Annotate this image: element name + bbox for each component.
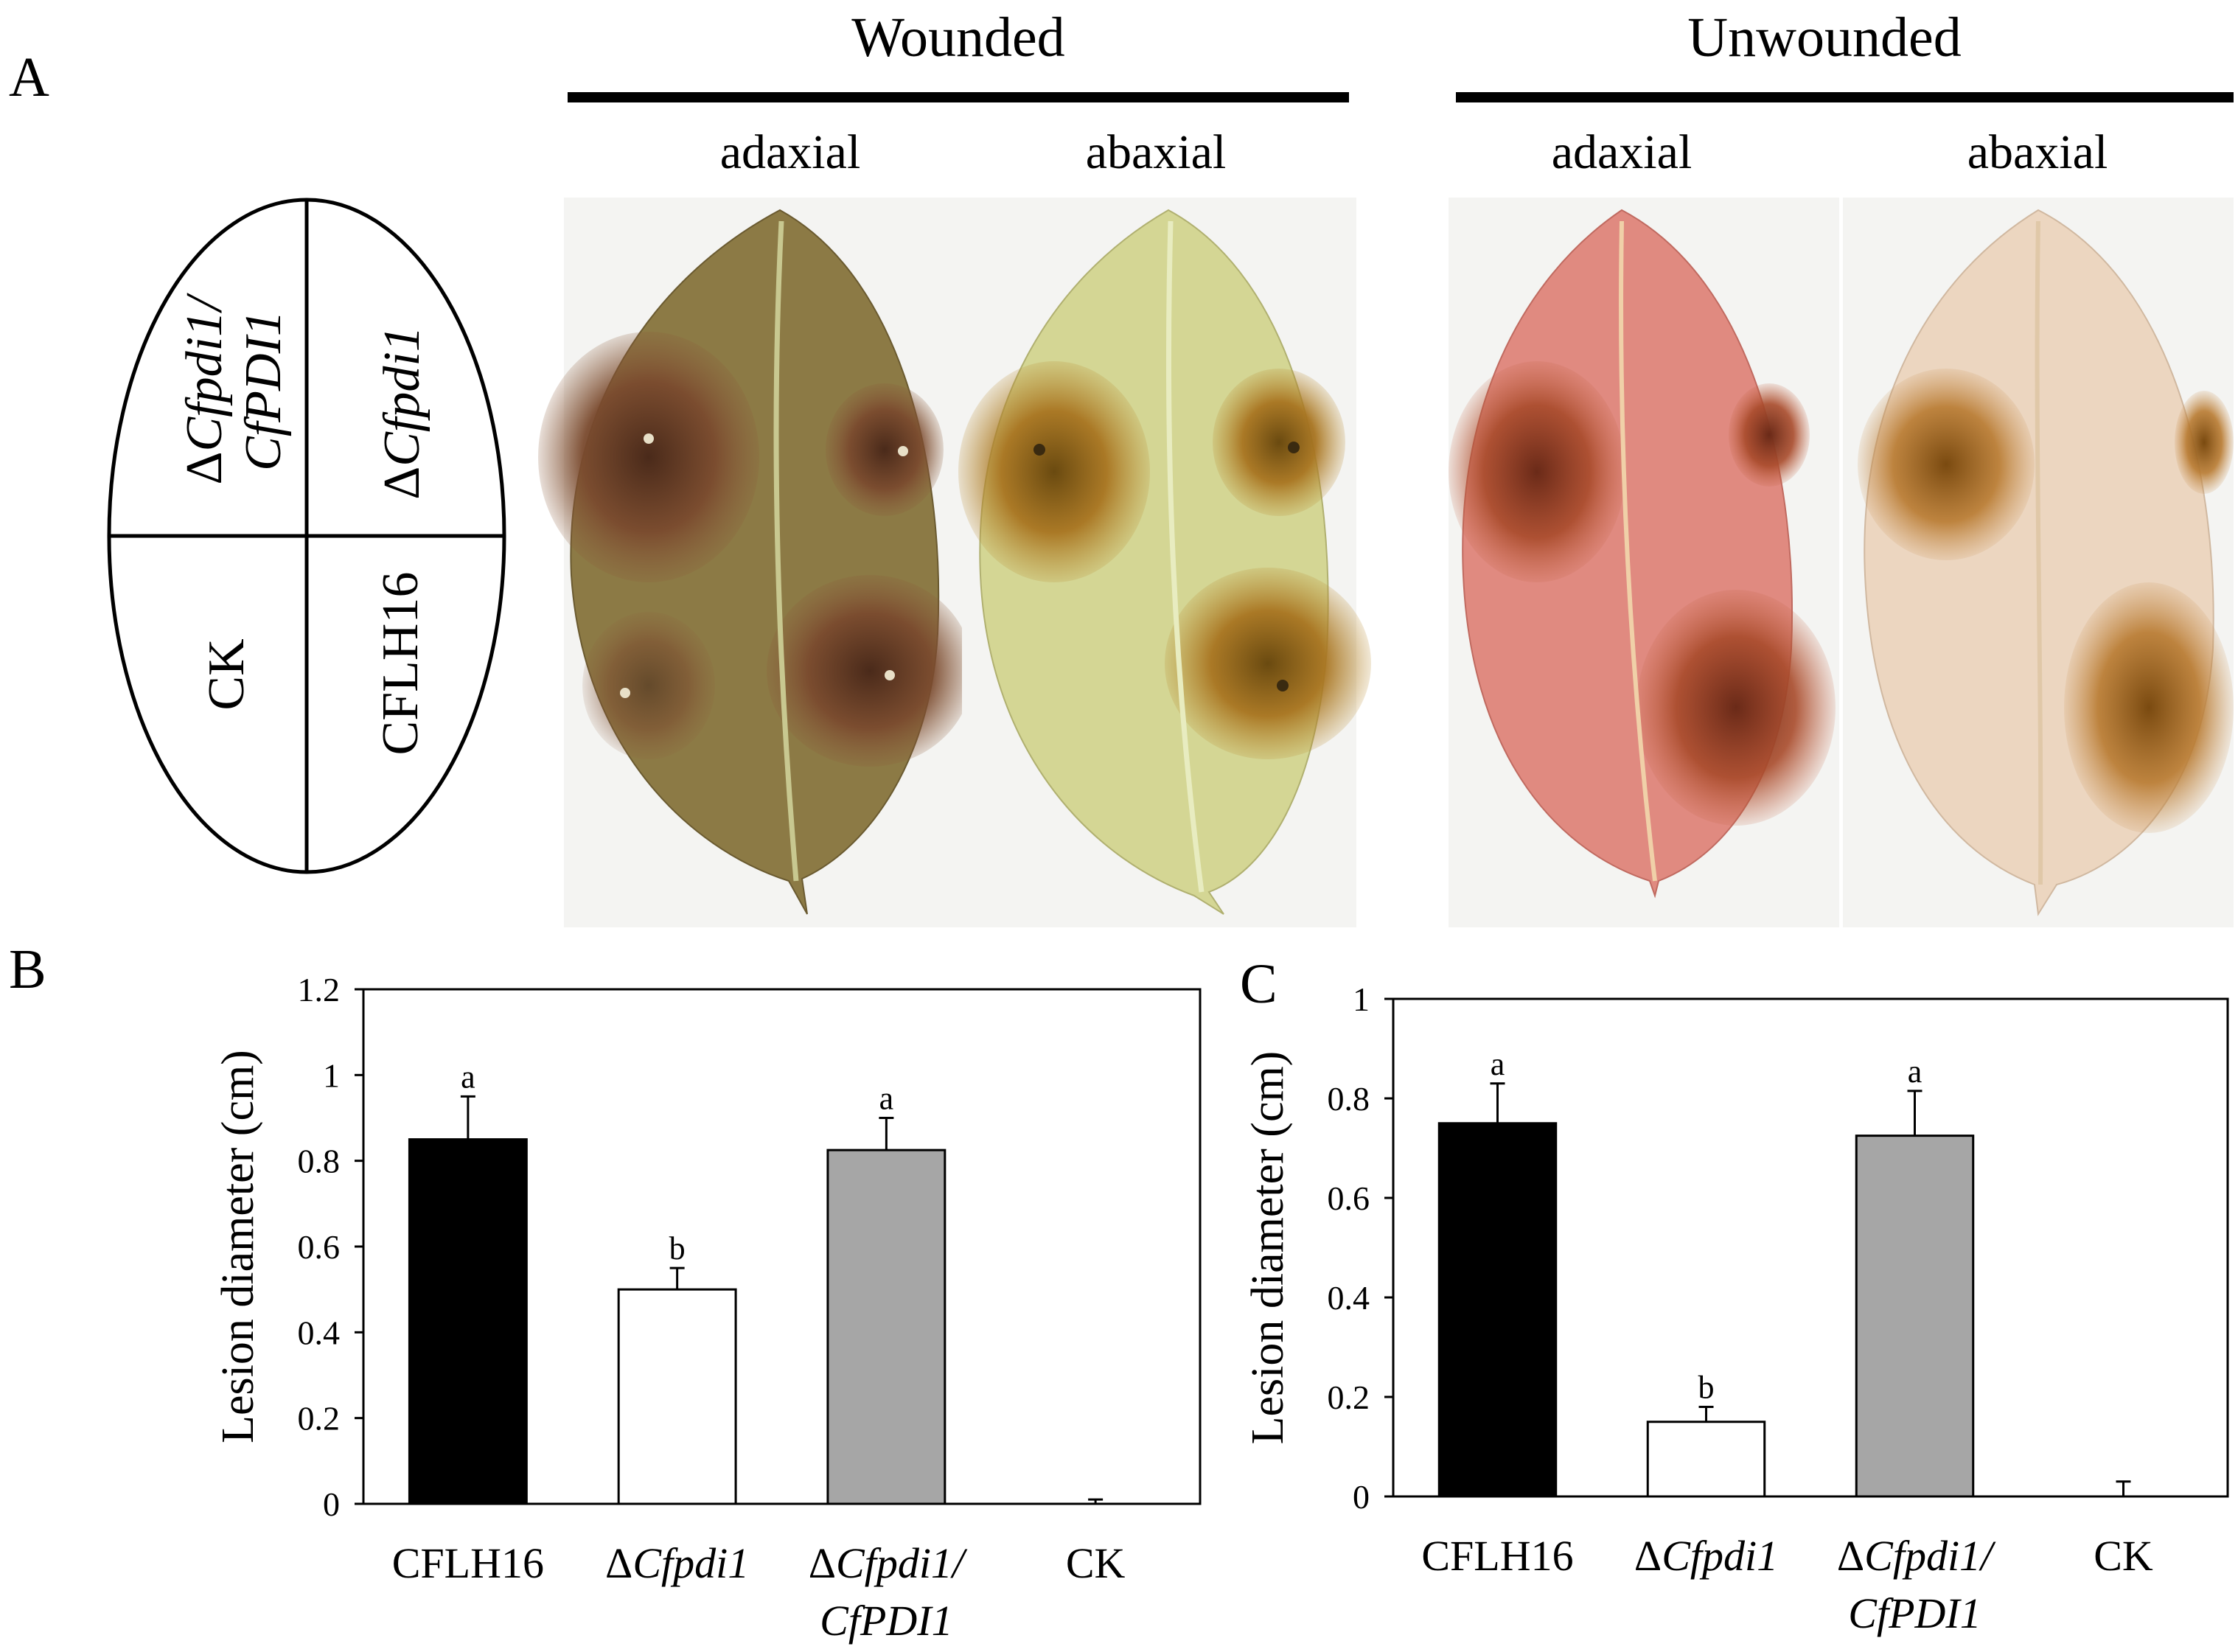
y-axis-label: Lesion diameter (cm) xyxy=(1243,1051,1293,1445)
category-label: CK xyxy=(2094,1532,2153,1580)
header-unwounded: Unwounded xyxy=(1687,7,1962,69)
label-unwounded-abaxial: abaxial xyxy=(1967,125,2108,179)
bar xyxy=(1646,1421,1766,1498)
y-tick-label: 1 xyxy=(323,1056,340,1094)
bar xyxy=(408,1138,528,1505)
plot-frame xyxy=(362,988,1202,1505)
category-label: ΔCfpdi1/ xyxy=(1837,1532,1996,1580)
bar xyxy=(1437,1122,1558,1498)
category-label: CK xyxy=(1066,1539,1126,1587)
label-wounded-abaxial: abaxial xyxy=(1086,125,1227,179)
chart-c: 0 0.2 0.4 0.6 0.8 1 a CFLH16 b ΔCfpdi1 a ΔCfpdi1/Cf… xyxy=(1243,980,2229,1637)
category-label: ΔCfpdi1 xyxy=(1634,1532,1778,1580)
y-tick-label: 0.6 xyxy=(1328,1179,1370,1217)
y-tick-label: 0 xyxy=(1353,1478,1370,1516)
y-tick-label: 0.4 xyxy=(1328,1279,1370,1317)
bar xyxy=(1855,1135,1975,1498)
bar xyxy=(826,1149,947,1505)
y-tick-label: 0.4 xyxy=(298,1314,341,1351)
leaf-photo-unwounded-adaxial xyxy=(1449,198,1839,927)
panel-label-a: A xyxy=(9,46,49,108)
category-label: ΔCfpdi1 xyxy=(605,1539,749,1587)
panel-label-b: B xyxy=(9,938,46,1000)
significance-letter: b xyxy=(1698,1370,1715,1406)
category-label: CFLH16 xyxy=(1421,1532,1573,1580)
category-label-line2: CfPDI1 xyxy=(1848,1589,1981,1637)
header-wounded: Wounded xyxy=(851,7,1064,69)
y-tick-label: 0.8 xyxy=(1328,1080,1370,1118)
significance-letter: a xyxy=(461,1059,475,1095)
category-label: CFLH16 xyxy=(392,1539,544,1587)
y-tick-label: 0.2 xyxy=(298,1400,341,1437)
significance-letter: b xyxy=(669,1230,686,1266)
label-unwounded-adaxial: adaxial xyxy=(1552,125,1693,179)
leaf-photo-wounded-abaxial xyxy=(958,198,1371,927)
y-axis-label: Lesion diameter (cm) xyxy=(213,1050,263,1443)
schematic-label-wt: CFLH16 xyxy=(372,572,429,756)
schematic-label-ck: CK xyxy=(198,638,255,710)
y-tick-label: 0.8 xyxy=(298,1143,341,1180)
significance-letter: a xyxy=(879,1081,894,1117)
chart-b: 0 0.2 0.4 0.6 0.8 1 1.2 a CFLH16 b ΔCfpdi1 a ΔCfpdi1… xyxy=(213,971,1202,1645)
y-tick-label: 1 xyxy=(1353,980,1370,1018)
plot-frame xyxy=(1392,997,2229,1498)
schematic-label-complement-line2: CfPDI1 xyxy=(235,310,292,471)
inoculation-schematic: ΔCfpdi1/ CfPDI1 ΔCfpdi1 CK CFLH16 xyxy=(107,198,506,874)
significance-letter: a xyxy=(1491,1046,1505,1082)
schematic-label-complement: ΔCfpdi1/ xyxy=(176,293,233,485)
category-label-line2: CfPDI1 xyxy=(820,1597,952,1645)
y-tick-label: 0.6 xyxy=(298,1228,341,1266)
y-tick-label: 0.2 xyxy=(1328,1379,1370,1416)
schematic-label-mutant: ΔCfpdi1 xyxy=(374,326,430,500)
significance-letter: a xyxy=(1908,1053,1922,1090)
leaf-photo-unwounded-abaxial xyxy=(1843,198,2234,927)
y-tick-label: 1.2 xyxy=(298,971,341,1008)
label-wounded-adaxial: adaxial xyxy=(720,125,861,179)
panel-label-c: C xyxy=(1240,953,1277,1015)
bar xyxy=(617,1288,737,1505)
y-tick-label: 0 xyxy=(323,1485,340,1523)
category-label: ΔCfpdi1/ xyxy=(809,1539,968,1587)
leaf-photo-wounded-adaxial xyxy=(538,198,973,927)
